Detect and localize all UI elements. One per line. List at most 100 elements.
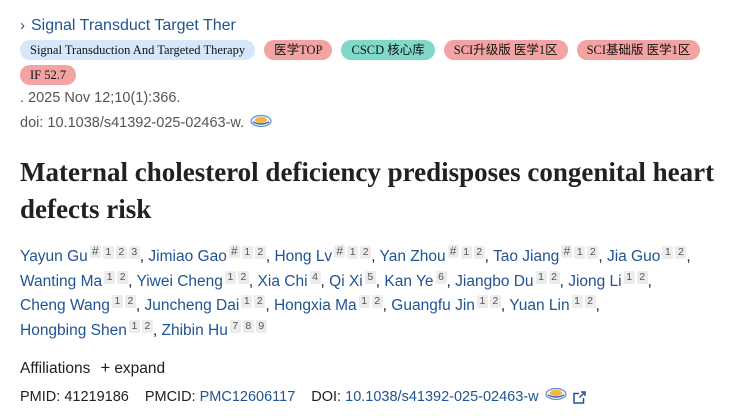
author: Jimiao Gao #1 2 (148, 245, 266, 265)
affiliation-marker[interactable]: 2 (584, 295, 596, 308)
journal-badge: Signal Transduction And Targeted Therapy (20, 40, 256, 60)
affiliation-marker[interactable]: # (561, 245, 573, 258)
affiliation-marker[interactable]: 2 (124, 295, 136, 308)
author-name-link[interactable]: Qi Xi (329, 272, 363, 290)
affiliation-marker[interactable]: 1 (347, 246, 359, 259)
affiliation-marker[interactable]: 9 (255, 319, 267, 333)
plus-icon: + (100, 358, 111, 377)
author-name-link[interactable]: Zhibin Hu (161, 321, 228, 339)
author: Guangfu Jin 1 2 (391, 295, 501, 314)
affiliation-marker[interactable]: 2 (360, 246, 372, 259)
affiliation-marker[interactable]: 2 (675, 246, 687, 259)
author: Yan Zhou #1 2 (379, 245, 485, 265)
author-name-link[interactable]: Hong Lv (274, 248, 333, 265)
affiliation-marker[interactable]: 2 (237, 270, 249, 284)
affiliation-marker[interactable]: 2 (254, 246, 266, 259)
author-name-link[interactable]: Cheng Wang (20, 297, 110, 314)
author-list: Yayun Gu #1 2 3, Jimiao Gao #1 2, Hong Lv #1 2,… (20, 244, 691, 339)
pmid-value: 41219186 (64, 389, 129, 405)
author: Jia Guo 1 2 (606, 246, 687, 265)
affiliation-marker[interactable]: 2 (117, 270, 129, 284)
author-name-link[interactable]: Xia Chi (257, 272, 308, 290)
affiliation-marker[interactable]: 6 (435, 270, 447, 284)
author-name-link[interactable]: Juncheng Dai (144, 297, 240, 314)
author-name-link[interactable]: Jimiao Gao (148, 248, 227, 265)
affiliation-marker[interactable]: 2 (636, 270, 648, 284)
affiliation-marker[interactable]: 1 (128, 319, 140, 333)
author: Yayun Gu #1 2 3 (20, 245, 140, 265)
author-name-link[interactable]: Yan Zhou (379, 248, 446, 265)
google-scholar-icon[interactable] (545, 386, 567, 400)
affiliation-marker[interactable]: # (334, 245, 346, 258)
expand-label[interactable]: expand (114, 360, 166, 377)
affiliation-marker[interactable]: 1 (662, 246, 674, 259)
chevron-right-icon: › (20, 17, 25, 34)
affiliation-marker[interactable]: 4 (309, 270, 321, 284)
affiliation-marker[interactable]: 1 (571, 295, 583, 308)
affiliation-marker[interactable]: # (228, 245, 240, 258)
affiliation-marker[interactable]: 1 (476, 295, 488, 308)
affiliation-marker[interactable]: 1 (224, 270, 236, 284)
author: Yuan Lin 1 2 (509, 295, 596, 314)
affiliation-marker[interactable]: 2 (254, 295, 266, 308)
affiliation-marker[interactable]: 1 (358, 295, 370, 308)
author-name-link[interactable]: Jia Guo (606, 248, 661, 265)
author-name-link[interactable]: Tao Jiang (492, 248, 560, 265)
author: Hong Lv #1 2 (274, 245, 372, 265)
affiliation-marker[interactable]: 3 (128, 246, 140, 259)
affiliation-marker[interactable]: # (447, 245, 459, 258)
author-name-link[interactable]: Yuan Lin (509, 297, 570, 314)
affiliation-marker[interactable]: 8 (242, 319, 254, 333)
affiliation-marker[interactable]: 1 (535, 270, 547, 284)
author-name-link[interactable]: Guangfu Jin (391, 297, 475, 314)
affiliation-marker[interactable]: 1 (241, 295, 253, 308)
affiliation-marker[interactable]: 2 (473, 246, 485, 259)
author: Hongxia Ma 1 2 (273, 295, 383, 314)
doi-text: doi: 10.1038/s41392-025-02463-w. (20, 115, 245, 131)
author: Jiong Li 1 2 (568, 270, 648, 290)
author-name-link[interactable]: Hongxia Ma (273, 297, 357, 314)
affiliation-marker[interactable]: 2 (141, 319, 153, 333)
doi-link[interactable]: 10.1038/s41392-025-02463-w (345, 389, 539, 405)
author: Qi Xi 5 (329, 270, 376, 290)
author: Yiwei Cheng 1 2 (136, 270, 249, 290)
journal-badge: SCI升级版 医学1区 (443, 40, 568, 60)
affiliation-marker[interactable]: 1 (574, 246, 586, 259)
journal-abbr[interactable]: Signal Transduct Target Ther (31, 17, 236, 34)
affiliation-marker[interactable]: 5 (364, 270, 376, 284)
affiliation-marker[interactable]: 7 (229, 319, 241, 333)
external-link-icon[interactable] (572, 390, 586, 404)
affiliation-marker[interactable]: 1 (111, 295, 123, 308)
affiliation-marker[interactable]: 2 (489, 295, 501, 308)
author-name-link[interactable]: Jiong Li (568, 272, 622, 290)
pmid-label: PMID: (20, 389, 61, 405)
affiliation-marker[interactable]: 1 (623, 270, 635, 284)
affiliation-marker[interactable]: 2 (115, 246, 127, 259)
journal-link[interactable]: › Signal Transduct Target Ther (20, 17, 236, 35)
author: Wanting Ma 1 2 (20, 270, 129, 290)
author-name-link[interactable]: Yayun Gu (20, 248, 88, 265)
affiliation-marker[interactable]: 1 (460, 246, 472, 259)
publication-date: . 2025 Nov 12;10(1):366. (20, 90, 181, 106)
google-scholar-icon[interactable] (250, 113, 272, 127)
author-name-link[interactable]: Wanting Ma (20, 272, 103, 290)
author: Jiangbo Du 1 2 (455, 270, 560, 290)
affiliation-marker[interactable]: 1 (104, 270, 116, 284)
author-name-link[interactable]: Hongbing Shen (20, 321, 127, 339)
affiliation-marker[interactable]: # (89, 245, 101, 258)
author: Cheng Wang 1 2 (20, 295, 136, 314)
author-name-link[interactable]: Yiwei Cheng (136, 272, 223, 290)
doi-label: DOI: (311, 389, 342, 405)
author-name-link[interactable]: Kan Ye (384, 272, 434, 290)
affiliation-marker[interactable]: 2 (548, 270, 560, 284)
affiliation-marker[interactable]: 2 (587, 246, 599, 259)
author: Kan Ye 6 (384, 270, 447, 290)
journal-badge: CSCD 核心库 (341, 40, 435, 60)
author-name-link[interactable]: Jiangbo Du (455, 272, 534, 290)
affiliation-marker[interactable]: 1 (102, 246, 114, 259)
affiliation-marker[interactable]: 1 (241, 246, 253, 259)
pmcid-link[interactable]: PMC12606117 (199, 389, 296, 405)
affiliations-toggle[interactable]: Affiliations + expand (20, 358, 165, 378)
identifiers: PMID: 41219186 PMCID: PMC12606117 DOI: 1… (20, 386, 586, 405)
affiliation-marker[interactable]: 2 (371, 295, 383, 308)
